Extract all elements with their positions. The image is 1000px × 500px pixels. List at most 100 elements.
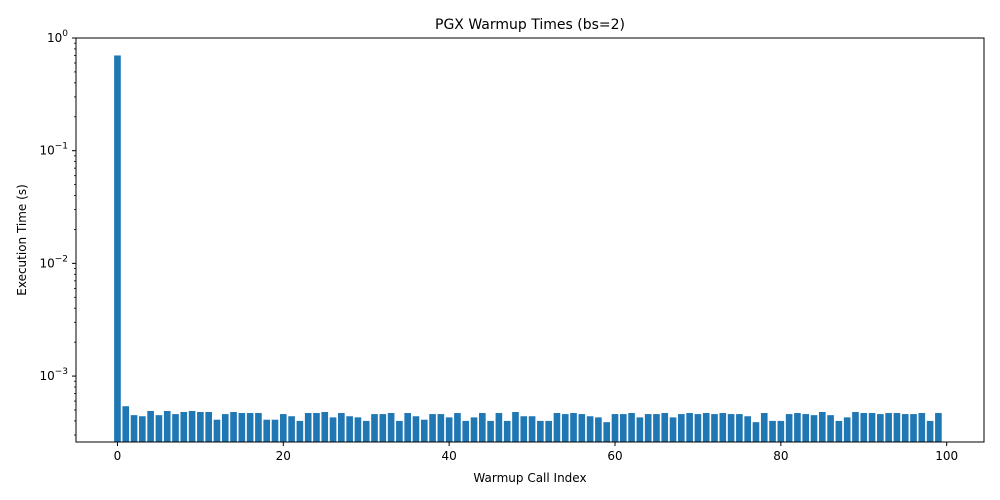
bar-23 [305,413,312,442]
bar-91 [869,413,876,442]
bar-15 [239,413,246,442]
bar-68 [678,414,685,442]
bar-13 [222,414,229,442]
bar-46 [496,413,503,442]
x-tick-label: 80 [773,449,788,463]
x-tick-label: 0 [114,449,122,463]
bar-11 [205,412,212,442]
bar-47 [504,421,511,442]
bar-20 [280,414,287,442]
x-tick-label: 40 [442,449,457,463]
bar-85 [819,412,826,442]
chart-title: PGX Warmup Times (bs=2) [435,17,625,33]
bar-30 [363,421,370,442]
bar-45 [487,421,494,442]
x-tick-label: 100 [935,449,958,463]
bar-39 [438,414,445,442]
bar-42 [462,421,469,442]
bar-2 [131,415,138,442]
bar-96 [910,414,917,442]
bar-97 [918,413,925,442]
bar-88 [844,417,851,442]
bar-52 [545,421,552,442]
bar-36 [413,416,420,442]
bar-72 [711,414,718,442]
bar-86 [827,415,834,442]
bar-62 [628,413,635,442]
bar-55 [570,413,577,442]
bar-49 [520,416,527,442]
bar-28 [346,416,353,442]
bar-81 [786,414,793,442]
bar-27 [338,413,345,442]
bar-66 [661,413,668,442]
bar-44 [479,413,486,442]
bar-7 [172,414,179,442]
y-axis-label: Execution Time (s) [15,184,29,296]
bar-29 [355,417,362,442]
bar-87 [836,421,843,442]
bar-18 [263,420,270,442]
bar-14 [230,412,237,442]
bar-95 [902,414,909,442]
bar-35 [404,413,411,442]
bar-41 [454,413,461,442]
bar-6 [164,411,171,442]
bar-8 [180,412,187,442]
bar-76 [744,416,751,442]
bar-54 [562,414,569,442]
bar-73 [719,413,726,442]
bar-67 [670,417,677,442]
bar-12 [214,420,221,442]
bar-74 [728,414,735,442]
bar-25 [321,412,328,442]
bar-57 [587,416,594,442]
bar-3 [139,416,146,442]
bar-24 [313,413,320,442]
bar-4 [147,411,154,442]
bar-79 [769,421,776,442]
bar-32 [380,414,387,442]
bar-98 [927,421,934,442]
bar-99 [935,413,942,442]
bar-0 [114,55,121,442]
bar-90 [860,413,867,442]
bar-64 [645,414,652,442]
bar-33 [388,413,395,442]
bar-51 [537,421,544,442]
bar-43 [471,417,478,442]
bar-38 [429,414,436,442]
bar-19 [272,420,279,442]
bar-61 [620,414,627,442]
bar-77 [753,422,760,442]
bar-89 [852,412,859,442]
bar-22 [297,421,304,442]
bar-40 [446,417,453,442]
bar-34 [396,421,403,442]
bar-82 [794,413,801,442]
bar-75 [736,414,743,442]
bar-71 [703,413,710,442]
x-axis-label: Warmup Call Index [473,471,586,485]
bar-21 [288,416,295,442]
bar-5 [156,415,163,442]
bar-56 [579,414,586,442]
bar-26 [330,417,337,442]
bar-78 [761,413,768,442]
bar-83 [802,414,809,442]
bar-69 [686,413,693,442]
bar-92 [877,414,884,442]
bar-60 [612,414,619,442]
bar-59 [603,422,610,442]
bar-53 [554,413,561,442]
bar-93 [885,413,892,442]
bar-17 [255,413,262,442]
bar-31 [371,414,378,442]
bar-80 [778,421,785,442]
bar-84 [811,415,818,442]
bar-9 [189,411,196,442]
bar-10 [197,412,204,442]
bar-16 [247,413,254,442]
bar-63 [637,417,644,442]
